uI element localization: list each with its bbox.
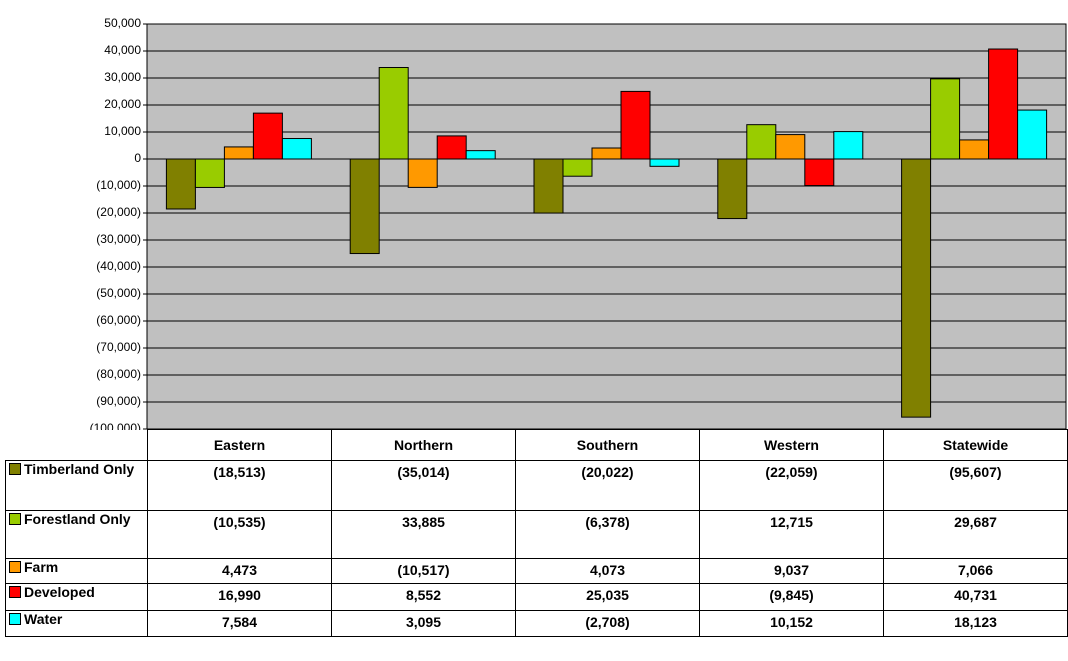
legend-swatch <box>9 463 21 475</box>
legend-swatch <box>9 586 21 598</box>
bar <box>378 67 409 160</box>
data-label: 12,715 <box>699 510 884 559</box>
category-label: Southern <box>515 429 700 461</box>
y-tick-label: (80,000) <box>96 367 141 381</box>
y-tick-label: 0 <box>134 151 141 165</box>
legend-label: Forestland Only <box>24 511 131 527</box>
bar <box>717 158 748 220</box>
bar <box>165 158 196 210</box>
y-tick-label: (10,000) <box>96 178 141 192</box>
bar <box>465 150 496 160</box>
legend-label: Water <box>24 611 63 627</box>
corner <box>6 430 148 461</box>
legend-entry: Water <box>5 610 148 637</box>
data-label: 29,687 <box>883 510 1068 559</box>
legend-entry: Timberland Only <box>5 460 148 511</box>
legend-entry: Developed <box>5 583 148 611</box>
y-tick-label: (20,000) <box>96 205 141 219</box>
y-tick-label: 10,000 <box>104 124 141 138</box>
bar <box>988 48 1019 160</box>
data-label: (2,708) <box>515 610 700 637</box>
bar <box>649 158 680 167</box>
bar <box>833 131 864 160</box>
data-row: Forestland Only (10,535) 33,885 (6,378) 12,7… <box>5 510 1068 559</box>
bar <box>281 138 312 160</box>
y-tick-label: (40,000) <box>96 259 141 273</box>
bar <box>620 90 651 160</box>
category-label: Eastern <box>147 429 332 461</box>
data-label: (22,059) <box>699 460 884 511</box>
bar <box>804 158 835 187</box>
data-label: 16,990 <box>147 583 332 611</box>
bar <box>930 78 961 160</box>
legend-label: Timberland Only <box>24 461 135 477</box>
data-label: (35,014) <box>331 460 516 511</box>
category-label: Statewide <box>883 429 1068 461</box>
bar <box>959 139 990 160</box>
bar <box>562 158 593 177</box>
data-label: (10,517) <box>331 558 516 584</box>
data-row: Farm 4,473 (10,517) 4,073 9,037 7,066 <box>5 558 1068 584</box>
bar <box>349 158 380 255</box>
data-label: (10,535) <box>147 510 332 559</box>
data-label: 4,073 <box>515 558 700 584</box>
y-tick-label: (30,000) <box>96 232 141 246</box>
data-label: 7,584 <box>147 610 332 637</box>
y-tick-label: (70,000) <box>96 340 141 354</box>
data-label: 3,095 <box>331 610 516 637</box>
data-label: 7,066 <box>883 558 1068 584</box>
data-row: Water 7,584 3,095 (2,708) 10,152 18,123 <box>5 610 1068 637</box>
bar <box>252 112 283 160</box>
legend-swatch <box>9 513 21 525</box>
y-tick-label: (100,000) <box>90 421 141 430</box>
y-tick-label: (90,000) <box>96 394 141 408</box>
legend-entry: Forestland Only <box>5 510 148 559</box>
bar <box>1017 109 1048 160</box>
bar <box>591 147 622 160</box>
data-label: (6,378) <box>515 510 700 559</box>
y-tick-label: (60,000) <box>96 313 141 327</box>
y-tick-label: 50,000 <box>104 16 141 30</box>
y-tick-label: 30,000 <box>104 70 141 84</box>
data-row: Timberland Only (18,513) (35,014) (20,022)(… <box>5 460 1068 511</box>
legend-entry: Farm <box>5 558 148 584</box>
legend-label: Developed <box>24 584 95 600</box>
chart: 50,000 40,000 30,000 20,000 10,000 0 (10,000) (… <box>90 16 1067 430</box>
y-tick-label: (50,000) <box>96 286 141 300</box>
legend-swatch <box>9 613 21 625</box>
data-label: 9,037 <box>699 558 884 584</box>
legend-swatch <box>9 561 21 573</box>
bar <box>746 124 777 160</box>
data-label: (95,607) <box>883 460 1068 511</box>
y-tick-label: 20,000 <box>104 97 141 111</box>
data-label: 18,123 <box>883 610 1068 637</box>
data-label: 40,731 <box>883 583 1068 611</box>
data-table: Eastern Northern Southern Western Statewide T… <box>5 429 1068 637</box>
bar <box>194 158 225 188</box>
bar <box>775 134 806 160</box>
data-label: 25,035 <box>515 583 700 611</box>
data-label: 10,152 <box>699 610 884 637</box>
data-label: 4,473 <box>147 558 332 584</box>
legend-label: Farm <box>24 559 59 575</box>
data-label: (20,022) <box>515 460 700 511</box>
bar <box>407 158 438 188</box>
header-row: Eastern Northern Southern Western Statewide <box>6 429 1068 461</box>
data-row: Developed 16,990 8,552 25,035 (9,845) 40,731 <box>5 583 1068 611</box>
bar <box>436 135 467 160</box>
category-label: Western <box>699 429 884 461</box>
bar <box>533 158 564 214</box>
data-label: (18,513) <box>147 460 332 511</box>
y-tick-label: 40,000 <box>104 43 141 57</box>
data-label: 8,552 <box>331 583 516 611</box>
category-label: Northern <box>331 429 516 461</box>
data-label: 33,885 <box>331 510 516 559</box>
bar <box>223 146 254 160</box>
bar <box>901 158 932 418</box>
data-label: (9,845) <box>699 583 884 611</box>
